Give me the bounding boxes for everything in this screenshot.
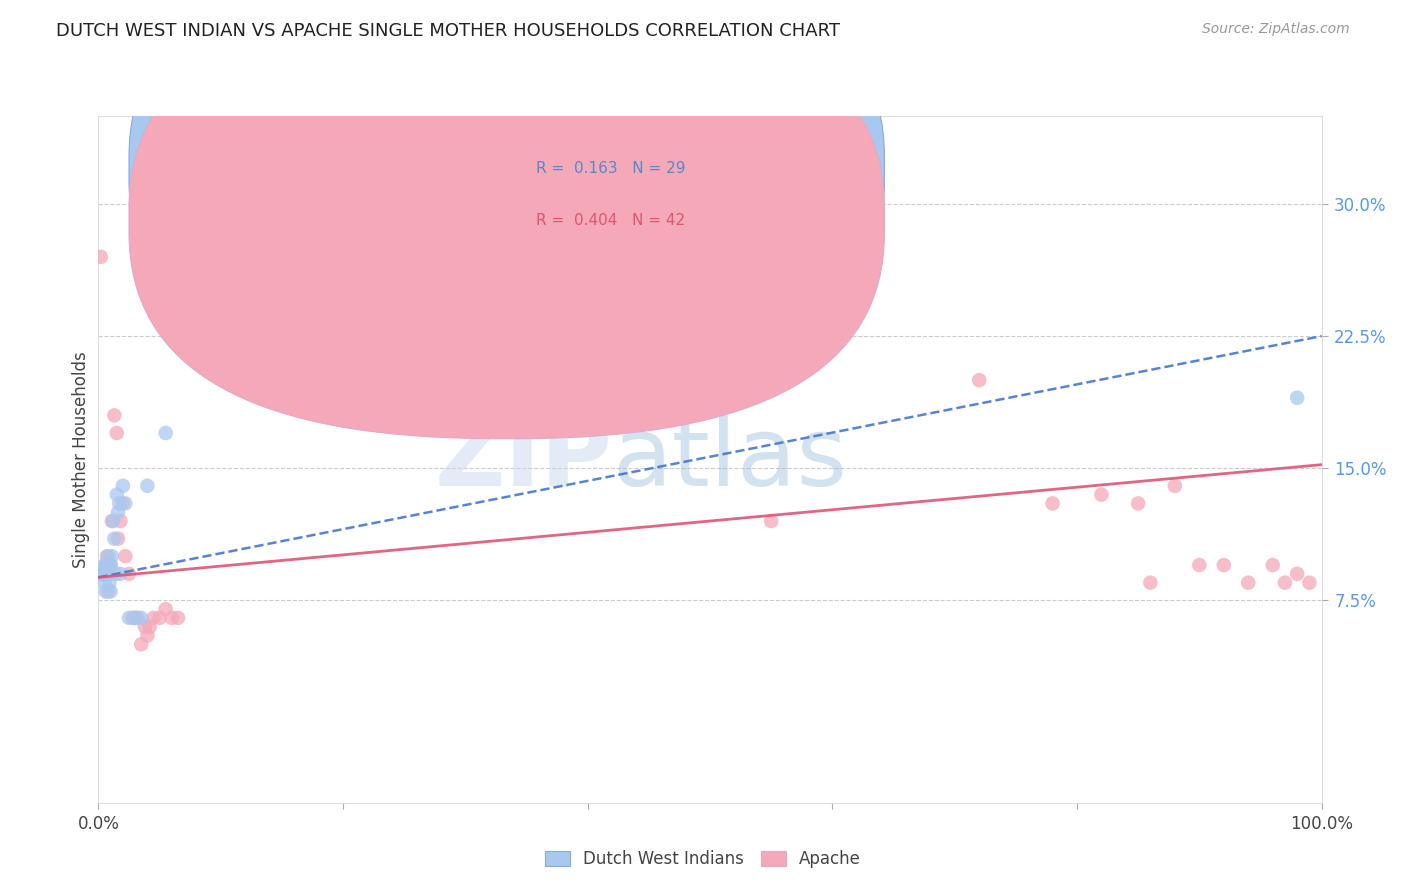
Text: atlas: atlas: [612, 413, 848, 506]
Point: [101, 514, 124, 528]
Point: [129, 637, 152, 651]
Point: [1237, 575, 1260, 590]
Point: [1212, 558, 1234, 572]
Point: [105, 487, 128, 501]
Point: [121, 611, 143, 625]
Point: [124, 611, 146, 625]
Text: Source: ZipAtlas.com: Source: ZipAtlas.com: [1202, 22, 1350, 37]
Point: [124, 611, 146, 625]
Point: [118, 611, 141, 625]
FancyBboxPatch shape: [129, 0, 884, 387]
Point: [91, 566, 114, 581]
Point: [1286, 391, 1309, 405]
FancyBboxPatch shape: [129, 2, 884, 439]
Point: [100, 584, 122, 599]
Point: [100, 558, 122, 572]
Text: R =  0.404   N = 42: R = 0.404 N = 42: [536, 213, 685, 227]
Point: [111, 496, 134, 510]
Point: [108, 496, 131, 510]
Point: [111, 479, 134, 493]
Point: [93, 558, 115, 572]
Point: [127, 611, 149, 625]
Point: [1139, 575, 1161, 590]
Text: ZIP: ZIP: [434, 413, 612, 506]
Point: [91, 566, 114, 581]
Point: [107, 505, 129, 519]
Point: [107, 532, 129, 546]
Point: [1274, 575, 1296, 590]
Point: [1090, 487, 1112, 501]
Point: [96, 558, 118, 572]
Point: [93, 575, 115, 590]
Point: [97, 584, 120, 599]
FancyBboxPatch shape: [478, 144, 772, 240]
Point: [110, 514, 132, 528]
Legend: Dutch West Indians, Apache: Dutch West Indians, Apache: [538, 844, 868, 875]
Point: [167, 611, 190, 625]
Point: [1298, 575, 1320, 590]
Point: [98, 566, 121, 581]
Point: [114, 496, 136, 510]
Point: [142, 611, 165, 625]
Point: [149, 611, 172, 625]
Point: [101, 549, 124, 564]
Point: [1188, 558, 1211, 572]
Point: [136, 628, 159, 642]
Point: [103, 409, 125, 423]
Point: [91, 566, 114, 581]
Point: [1042, 496, 1064, 510]
Point: [967, 373, 990, 387]
Point: [118, 566, 141, 581]
Point: [1164, 479, 1187, 493]
Point: [90, 566, 112, 581]
Point: [105, 425, 128, 440]
Point: [114, 549, 136, 564]
Point: [160, 611, 183, 625]
Point: [97, 549, 120, 564]
Point: [101, 514, 124, 528]
Point: [93, 566, 115, 581]
Point: [1261, 558, 1284, 572]
Point: [155, 602, 177, 616]
Point: [134, 620, 156, 634]
Point: [103, 532, 125, 546]
Y-axis label: Single Mother Households: Single Mother Households: [72, 351, 90, 567]
Point: [94, 566, 117, 581]
Text: R =  0.163   N = 29: R = 0.163 N = 29: [536, 161, 685, 177]
Point: [129, 611, 152, 625]
Point: [97, 558, 120, 572]
Point: [98, 575, 121, 590]
Point: [1286, 566, 1309, 581]
Text: DUTCH WEST INDIAN VS APACHE SINGLE MOTHER HOUSEHOLDS CORRELATION CHART: DUTCH WEST INDIAN VS APACHE SINGLE MOTHE…: [56, 22, 841, 40]
Point: [139, 620, 162, 634]
Point: [136, 479, 159, 493]
Point: [100, 558, 122, 572]
Point: [90, 250, 112, 264]
Point: [761, 514, 783, 528]
Point: [94, 558, 117, 572]
Point: [155, 425, 177, 440]
Point: [110, 566, 132, 581]
Point: [94, 584, 117, 599]
Point: [96, 549, 118, 564]
Point: [1128, 496, 1150, 510]
Point: [104, 566, 127, 581]
